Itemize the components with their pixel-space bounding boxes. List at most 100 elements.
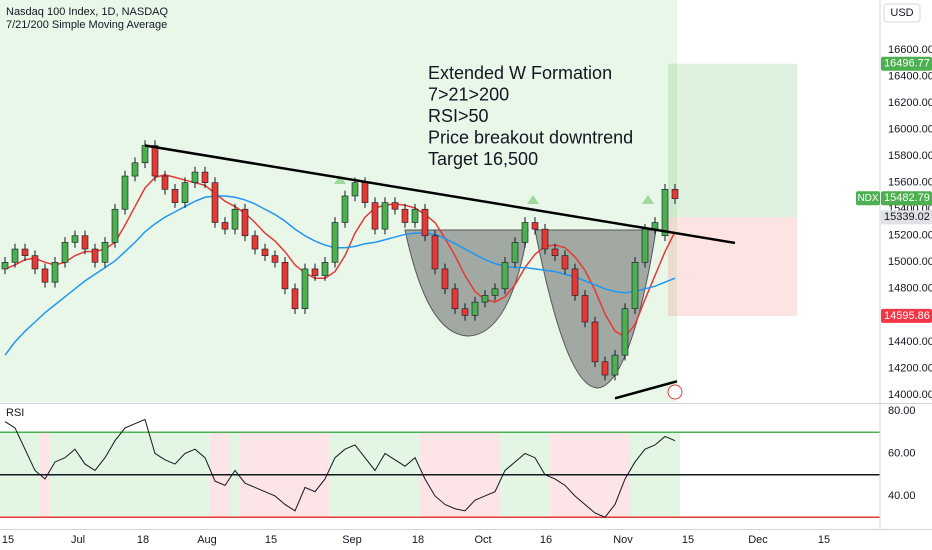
x-tick-label: Sep <box>342 534 362 546</box>
x-tick-label: Aug <box>197 534 217 546</box>
candle-body <box>421 208 429 237</box>
candle-body <box>371 202 379 230</box>
candle-body <box>521 222 529 243</box>
candle-body <box>11 248 19 263</box>
candle-body <box>431 235 439 270</box>
x-tick-label: 16 <box>540 534 552 546</box>
x-tick-label: 15 <box>818 534 830 546</box>
x-tick-label: Dec <box>748 534 768 546</box>
candle-body <box>411 208 419 223</box>
trendline <box>614 380 678 400</box>
x-tick-label: 15 <box>682 534 694 546</box>
candle-body <box>261 248 269 256</box>
candle-body <box>91 248 99 263</box>
candle-body <box>301 268 309 310</box>
x-tick-label: 18 <box>137 534 149 546</box>
loss-zone <box>668 217 797 316</box>
annotation: 7>21>200 <box>428 84 509 104</box>
x-tick-label: 15 <box>2 534 14 546</box>
y-tick-label: 16600.00 <box>888 44 932 56</box>
candle-body <box>171 189 179 203</box>
candle-body <box>551 248 559 256</box>
candle-body <box>541 228 549 250</box>
indicator-title: 7/21/200 Simple Moving Average <box>6 19 167 31</box>
y-tick-label: 14800.00 <box>888 283 932 295</box>
candle-body <box>1 261 9 270</box>
y-tick-label: 15600.00 <box>888 177 932 189</box>
candle-body <box>591 321 599 363</box>
candle-body <box>231 208 239 230</box>
x-tick-label: 18 <box>412 534 424 546</box>
alert-icon <box>667 384 683 400</box>
symbol-label: NDX <box>857 193 878 204</box>
symbol-box <box>856 191 880 206</box>
y-tick-label: 15800.00 <box>888 150 932 162</box>
signal-triangle <box>527 195 539 204</box>
candle-body <box>111 208 119 243</box>
candle-body <box>611 354 619 376</box>
candle-body <box>321 261 329 276</box>
rsi-title: RSI <box>6 407 24 419</box>
candle-body <box>41 268 49 283</box>
target-label-box <box>881 56 932 71</box>
candle-body <box>121 175 129 210</box>
candle-body <box>601 361 609 376</box>
candle-body <box>331 222 339 263</box>
candle-body <box>131 162 139 177</box>
x-tick-label: Oct <box>474 534 491 546</box>
candle-body <box>151 145 159 177</box>
candle-body <box>631 261 639 310</box>
candle-body <box>311 268 319 276</box>
entry-label-box <box>881 210 932 225</box>
candle-body <box>501 261 509 290</box>
candle-body <box>21 248 29 256</box>
stop-label: 14595.86 <box>884 310 930 322</box>
candle-body <box>451 288 459 310</box>
candle-body <box>81 235 89 250</box>
annotation: Extended W Formation <box>428 63 612 83</box>
x-tick-label: Jul <box>71 534 85 546</box>
chart-title: Nasdaq 100 Index, 1D, NASDAQ <box>6 6 168 18</box>
candle-body <box>381 202 389 230</box>
candle-body <box>241 208 249 237</box>
y-tick-label: 14200.00 <box>888 362 932 374</box>
last-price-label: 15482.79 <box>884 192 930 204</box>
rsi-tick-label: 80.00 <box>888 405 916 417</box>
last-price-label-box <box>881 191 932 206</box>
candle-body <box>51 261 59 283</box>
candle-body <box>641 228 649 263</box>
candle-body <box>581 295 589 323</box>
candle-body <box>161 175 169 190</box>
candle-body <box>211 182 219 223</box>
candle-body <box>251 235 259 250</box>
annotation: Price breakout downtrend <box>428 127 633 147</box>
candle-body <box>31 255 39 270</box>
profit-zone <box>668 63 797 218</box>
candle-body <box>271 255 279 263</box>
candle-body <box>441 268 449 290</box>
rsi-line <box>4 418 676 518</box>
currency[interactable]: USD <box>890 7 913 19</box>
x-tick-label: Nov <box>613 534 633 546</box>
currency-button[interactable] <box>883 3 921 23</box>
candle-body <box>221 222 229 230</box>
y-tick-label: 16200.00 <box>888 97 932 109</box>
candle-body <box>511 242 519 263</box>
candle-body <box>181 182 189 203</box>
candle-body <box>391 202 399 210</box>
candle-body <box>351 182 359 197</box>
candle-body <box>461 308 469 316</box>
stop-label-box <box>881 308 932 323</box>
candle-body <box>61 242 69 263</box>
candle-body <box>291 288 299 310</box>
entry-label: 15339.02 <box>884 211 930 223</box>
rsi-tick-label: 40.00 <box>888 490 916 502</box>
candle-body <box>661 189 669 237</box>
candle-body <box>561 255 569 270</box>
y-tick-label: 15200.00 <box>888 230 932 242</box>
candle-body <box>401 208 409 223</box>
signal-triangle <box>334 175 346 184</box>
candle-body <box>341 195 349 223</box>
sma-line <box>4 195 676 356</box>
x-tick-label: 15 <box>265 534 277 546</box>
